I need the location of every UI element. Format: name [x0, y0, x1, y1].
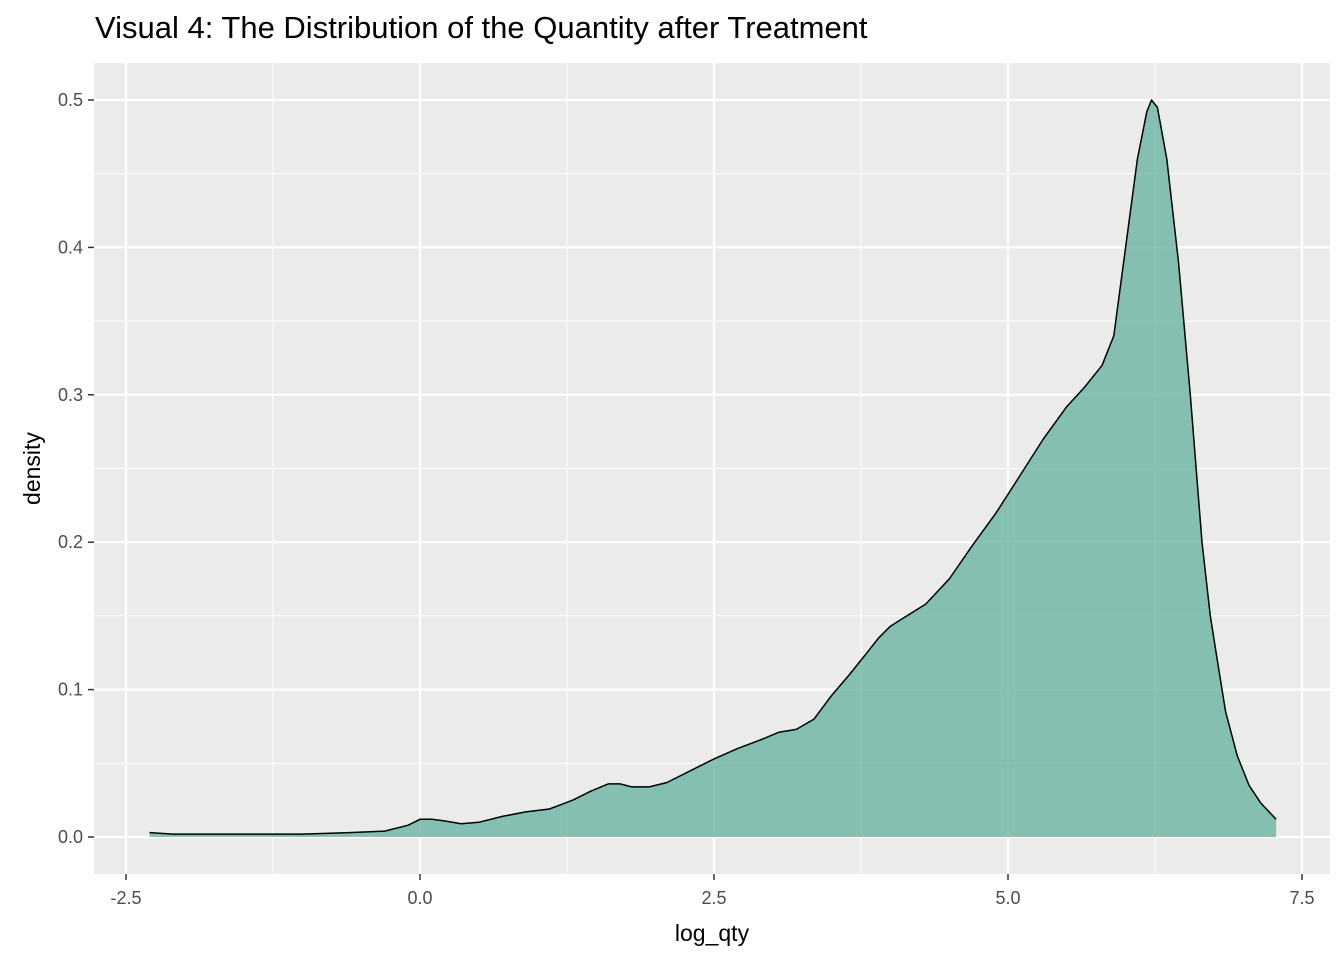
- density-line: [149, 99, 1277, 835]
- chart-title: Visual 4: The Distribution of the Quanti…: [95, 10, 868, 45]
- x-tick-label: 2.5: [701, 888, 726, 908]
- x-tick-label: 0.0: [407, 888, 432, 908]
- y-axis-ticks: 0.0 0.1 0.2 0.3 0.4 0.5: [58, 90, 94, 847]
- y-tick-label: 0.1: [58, 680, 83, 700]
- density-area: [149, 100, 1277, 837]
- x-tick-label: 7.5: [1289, 888, 1314, 908]
- y-axis-title: density: [19, 432, 45, 505]
- x-tick-label: -2.5: [110, 888, 141, 908]
- x-axis-title: log_qty: [675, 920, 750, 946]
- y-tick-label: 0.5: [58, 90, 83, 110]
- y-tick-label: 0.3: [58, 385, 83, 405]
- y-tick-label: 0.4: [58, 237, 83, 257]
- y-tick-label: 0.0: [58, 827, 83, 847]
- y-tick-label: 0.2: [58, 532, 83, 552]
- x-axis-ticks: -2.5 0.0 2.5 5.0 7.5: [110, 874, 1315, 908]
- x-tick-label: 5.0: [995, 888, 1020, 908]
